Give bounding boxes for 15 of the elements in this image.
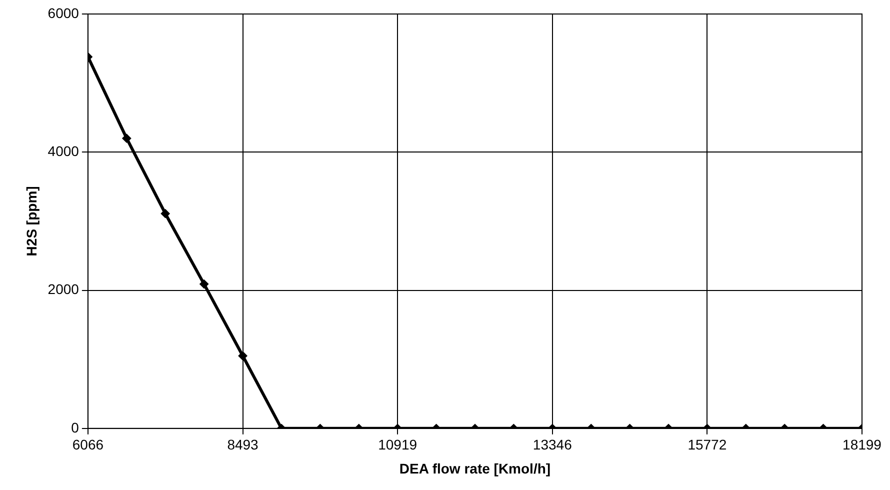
x-tick-label: 18199	[842, 436, 882, 453]
y-axis-title: H2S [ppm]	[23, 186, 40, 256]
y-tick-label: 4000	[48, 142, 80, 159]
x-tick-label: 6066	[72, 436, 104, 453]
point	[160, 209, 170, 218]
x-tick-label: 8493	[227, 436, 259, 453]
x-axis-title: DEA flow rate [Kmol/h]	[399, 460, 551, 476]
point	[122, 134, 132, 143]
y-tick-label: 2000	[48, 281, 80, 298]
point	[200, 280, 209, 289]
x-tick-label: 13346	[532, 436, 572, 453]
y-tick-label: 6000	[48, 4, 80, 21]
y-tick-label: 0	[71, 419, 80, 436]
x-tick-label: 10919	[378, 436, 418, 453]
x-tick-label: 15772	[688, 436, 727, 453]
